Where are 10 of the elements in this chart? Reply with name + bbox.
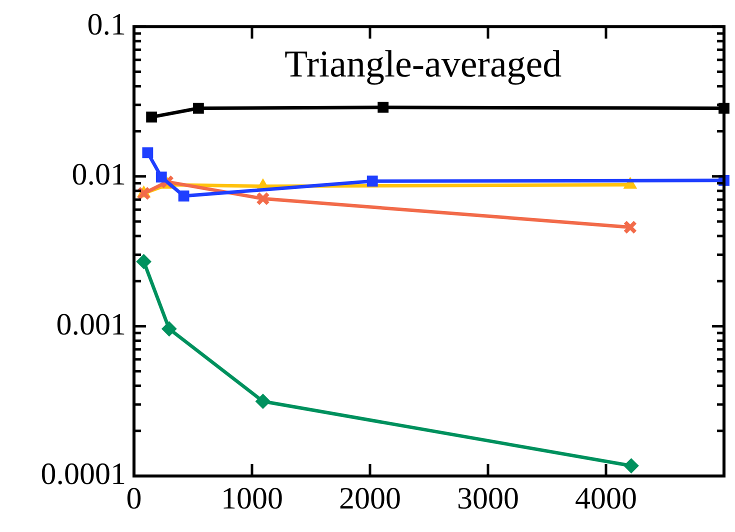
x-tick-label: 3000 — [457, 480, 519, 516]
chart-title: Triangle-averaged — [284, 44, 562, 86]
y-tick-label: 0.1 — [87, 6, 126, 42]
y-tick-label: 0.0001 — [40, 456, 126, 492]
y-tick-label: 0.001 — [56, 306, 126, 342]
x-tick-label: 1000 — [221, 480, 283, 516]
y-tick-label: 0.01 — [72, 156, 126, 192]
x-tick-label: 4000 — [575, 480, 637, 516]
x-tick-label: 0 — [126, 480, 142, 516]
x-tick-label: 2000 — [339, 480, 401, 516]
